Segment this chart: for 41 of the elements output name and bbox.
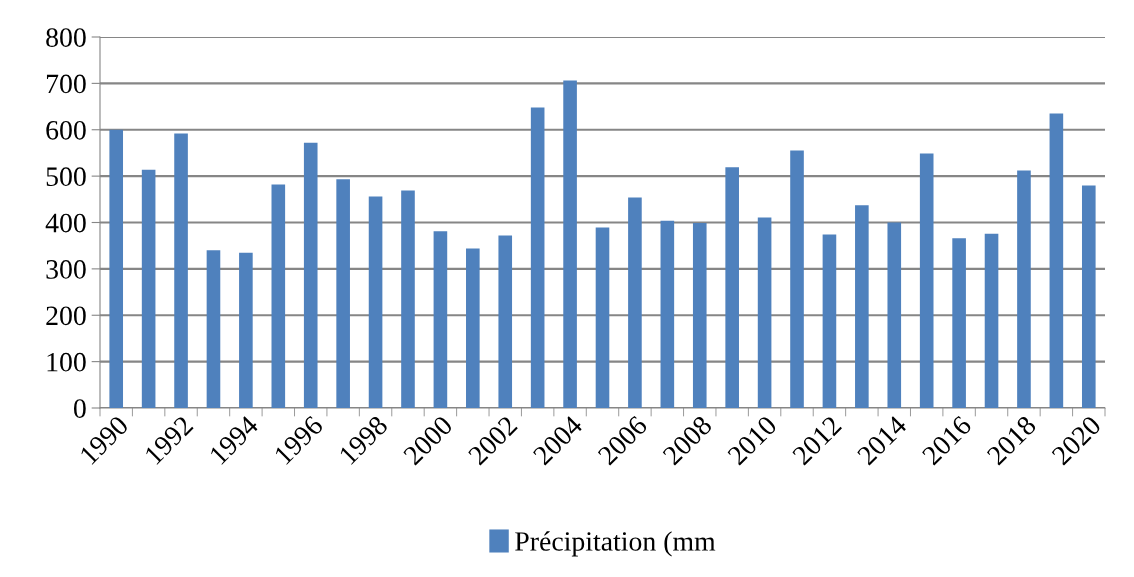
bar: [303, 142, 318, 408]
bar: [628, 197, 642, 408]
bar: [660, 220, 675, 408]
bar: [530, 107, 545, 408]
bar: [1081, 185, 1096, 408]
y-tick-label: 0: [73, 399, 86, 418]
bar: [952, 238, 966, 408]
bar: [433, 231, 448, 408]
bar: [855, 205, 869, 408]
bar: [174, 133, 188, 408]
y-tick-label: 800: [46, 28, 86, 47]
bar: [757, 217, 772, 408]
y-tick-label: 200: [46, 306, 86, 326]
bar: [239, 252, 253, 408]
bar: [790, 150, 804, 408]
legend-label: Précipitation (mm: [515, 531, 716, 557]
bar: [336, 179, 350, 408]
y-tick-label: 400: [45, 213, 86, 233]
bar: [887, 222, 902, 408]
bar: [271, 184, 286, 408]
bar: [822, 234, 837, 408]
bar: [1017, 170, 1031, 408]
bar: [984, 233, 999, 408]
bar: [725, 167, 739, 408]
bar: [141, 169, 156, 408]
bar: [563, 80, 577, 408]
bar: [692, 222, 707, 408]
bar: [919, 153, 934, 408]
bar: [466, 248, 480, 408]
bar: [206, 250, 221, 408]
bar: [401, 190, 415, 408]
y-tick-label: 300: [46, 260, 86, 279]
y-tick-label: 100: [47, 352, 86, 372]
bar: [368, 196, 383, 408]
bar: [109, 129, 124, 408]
bar: [595, 227, 610, 408]
y-tick-label: 700: [46, 74, 86, 94]
y-tick-label: 600: [46, 120, 86, 140]
y-tick-label: 500: [46, 167, 86, 187]
bar: [1049, 113, 1064, 408]
bar: [498, 235, 513, 408]
